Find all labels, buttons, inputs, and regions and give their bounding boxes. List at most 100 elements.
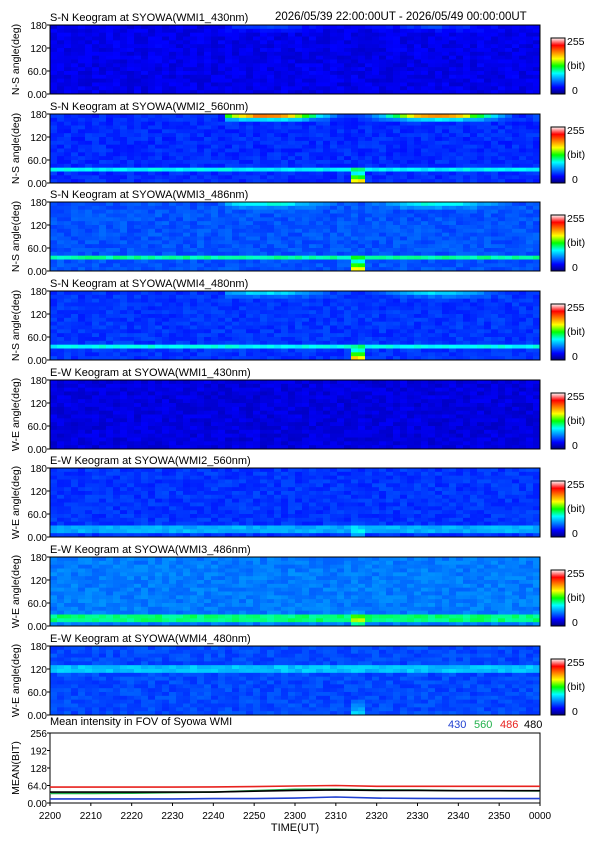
- keogram-cell: [57, 63, 65, 68]
- keogram-cell: [330, 82, 338, 87]
- keogram-cell: [365, 125, 373, 130]
- keogram-cell: [386, 82, 394, 87]
- keogram-cell: [470, 306, 478, 311]
- keogram-cell: [106, 259, 114, 264]
- keogram-cell: [197, 114, 205, 119]
- keogram-cell: [428, 263, 436, 268]
- keogram-cell: [267, 32, 275, 37]
- keogram-cell: [477, 90, 485, 95]
- keogram-cell: [442, 236, 450, 241]
- keogram-cell: [197, 294, 205, 300]
- keogram-cell: [372, 36, 380, 41]
- keogram-cell: [141, 32, 149, 37]
- keogram-cell: [323, 48, 331, 53]
- keogram-cell: [218, 267, 226, 272]
- y-tick-label: 120: [30, 221, 47, 232]
- keogram-cell: [78, 321, 86, 326]
- keogram-cell: [533, 125, 541, 130]
- keogram-cell: [435, 333, 443, 338]
- keogram-cell: [358, 236, 366, 241]
- keogram-cell: [463, 232, 471, 237]
- keogram-cell: [323, 44, 331, 49]
- keogram-cell: [400, 44, 408, 49]
- keogram-cell: [253, 63, 261, 68]
- keogram-cell: [232, 156, 240, 161]
- keogram-cell: [344, 317, 352, 323]
- keogram-cell: [344, 344, 352, 349]
- keogram-cell: [400, 209, 408, 214]
- keogram-cell: [498, 129, 506, 134]
- keogram-cell: [127, 137, 135, 142]
- keogram-cell: [246, 248, 254, 253]
- keogram-cell: [288, 348, 296, 353]
- keogram-cell: [85, 44, 93, 49]
- keogram-cell: [358, 28, 366, 34]
- keogram-cell: [463, 163, 471, 169]
- keogram-cell: [414, 55, 422, 60]
- keogram-cell: [183, 294, 191, 300]
- keogram-cell: [309, 71, 317, 76]
- keogram-cell: [260, 74, 268, 80]
- keogram-cell: [309, 236, 317, 241]
- keogram-cell: [449, 28, 457, 34]
- keogram-cell: [183, 255, 191, 260]
- keogram-cell: [393, 251, 401, 257]
- keogram-cell: [267, 121, 275, 126]
- keogram-cell: [351, 133, 359, 138]
- keogram-cell: [176, 78, 184, 83]
- keogram-cell: [134, 48, 142, 53]
- keogram-cell: [246, 232, 254, 237]
- keogram-cell: [127, 148, 135, 153]
- keogram-cell: [421, 306, 429, 311]
- keogram-cell: [218, 306, 226, 311]
- keogram-cell: [442, 51, 450, 57]
- keogram-cell: [148, 310, 156, 315]
- keogram-cell: [50, 356, 58, 361]
- keogram-cell: [232, 44, 240, 49]
- keogram-cell: [421, 51, 429, 57]
- keogram-cell: [372, 325, 380, 330]
- keogram-cell: [134, 137, 142, 142]
- keogram-cell: [274, 167, 282, 172]
- keogram-cell: [267, 248, 275, 253]
- keogram-cell: [64, 325, 72, 330]
- keogram-cell: [267, 259, 275, 264]
- keogram-cell: [372, 205, 380, 211]
- keogram-cell: [379, 348, 387, 353]
- keogram-cell: [316, 317, 324, 323]
- keogram-cell: [533, 63, 541, 68]
- keogram-cell: [463, 209, 471, 214]
- keogram-cell: [491, 129, 499, 134]
- keogram-cell: [141, 152, 149, 157]
- keogram-cell: [407, 51, 415, 57]
- keogram-cell: [92, 125, 100, 130]
- keogram-cell: [253, 205, 261, 211]
- keogram-cell: [64, 55, 72, 60]
- keogram-cell: [365, 160, 373, 165]
- keogram-cell: [239, 167, 247, 172]
- keogram-cell: [92, 32, 100, 37]
- keogram-cell: [190, 267, 198, 272]
- keogram-cell: [344, 356, 352, 361]
- keogram-cell: [309, 152, 317, 157]
- keogram-cell: [456, 352, 464, 357]
- keogram-cell: [435, 267, 443, 272]
- keogram-cell: [169, 55, 177, 60]
- keogram-cell: [211, 171, 219, 176]
- keogram-cell: [239, 156, 247, 161]
- keogram-cell: [99, 302, 107, 307]
- keogram-cell: [274, 114, 282, 119]
- keogram-cell: [386, 171, 394, 176]
- keogram-cell: [491, 86, 499, 91]
- keogram-cell: [274, 163, 282, 169]
- keogram-cell: [470, 144, 478, 149]
- keogram-cell: [218, 225, 226, 230]
- keogram-cell: [344, 179, 352, 184]
- keogram-cell: [358, 329, 366, 334]
- keogram-cell: [232, 40, 240, 45]
- keogram-cell: [456, 310, 464, 315]
- keogram-cell: [330, 167, 338, 172]
- keogram-cell: [302, 117, 310, 123]
- keogram-cell: [295, 117, 303, 123]
- keogram-cell: [274, 63, 282, 68]
